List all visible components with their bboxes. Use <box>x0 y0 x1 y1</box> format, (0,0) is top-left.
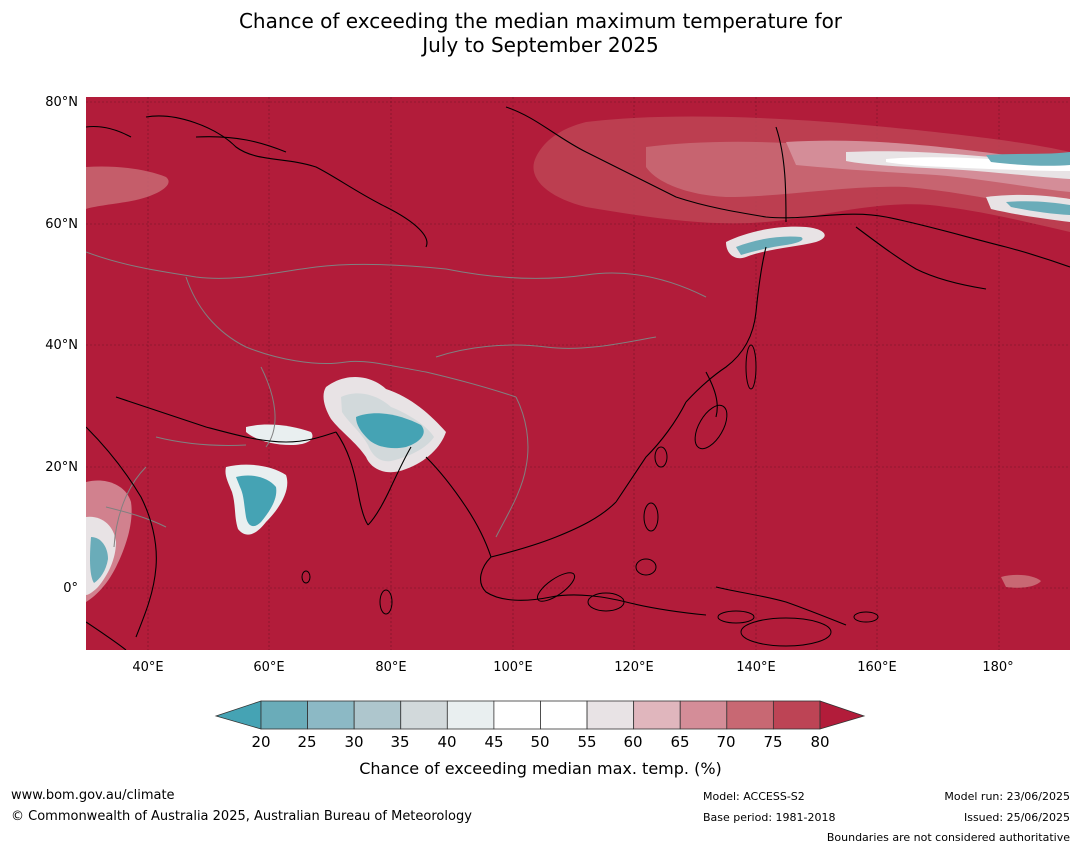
colorbar-cell <box>540 700 588 730</box>
lon-label-180: 180° <box>982 660 1014 675</box>
colorbar-tick-25: 25 <box>297 733 317 751</box>
map-title: Chance of exceeding the median maximum t… <box>0 9 1081 57</box>
colorbar-cell <box>353 700 402 730</box>
lat-label-60n: 60°N <box>45 217 78 232</box>
pacific-probability-patch <box>1001 574 1041 588</box>
coastlines <box>86 106 1070 650</box>
forecast-map <box>86 97 1070 650</box>
lon-label-140e: 140°E <box>736 660 776 675</box>
lat-label-80n: 80°N <box>45 95 78 110</box>
lon-label-60e: 60°E <box>253 660 285 675</box>
colorbar-cell <box>446 700 495 730</box>
colorbar-tick-45: 45 <box>484 733 504 751</box>
colorbar-cell <box>633 700 681 730</box>
lon-label-120e: 120°E <box>614 660 654 675</box>
lat-label-0: 0° <box>63 581 78 596</box>
arctic-probability-shading <box>86 116 1070 259</box>
colorbar-tick-65: 65 <box>670 733 690 751</box>
islands <box>301 344 879 647</box>
colorbar-cell <box>772 700 821 730</box>
colorbar-label: Chance of exceeding median max. temp. (%… <box>359 759 722 778</box>
colorbar <box>214 700 866 730</box>
colorbar-tick-70: 70 <box>716 733 736 751</box>
colorbar-cell <box>493 700 541 730</box>
title-line-1: Chance of exceeding the median maximum t… <box>238 9 843 33</box>
lon-label-80e: 80°E <box>375 660 407 675</box>
website-link[interactable]: www.bom.gov.au/climate <box>11 788 175 803</box>
issued-text: Issued: 25/06/2025 <box>963 811 1070 824</box>
colorbar-tick-80: 80 <box>810 733 830 751</box>
colorbar-tick-75: 75 <box>763 733 783 751</box>
colorbar-tick-40: 40 <box>437 733 457 751</box>
disclaimer-text: Boundaries are not considered authoritat… <box>826 831 1070 844</box>
model-run-text: Model run: 23/06/2025 <box>944 790 1070 803</box>
colorbar-cell <box>726 700 774 730</box>
colorbar-cell <box>260 700 308 730</box>
colorbar-tick-60: 60 <box>623 733 643 751</box>
colorbar-cell <box>586 700 635 730</box>
colorbar-tick-20: 20 <box>251 733 271 751</box>
colorbar-cells <box>260 700 821 730</box>
lon-label-160e: 160°E <box>857 660 897 675</box>
colorbar-tick-30: 30 <box>344 733 364 751</box>
lat-label-40n: 40°N <box>45 338 78 353</box>
colorbar-cell <box>679 700 728 730</box>
south-asia-probability-shading <box>225 377 446 535</box>
colorbar-under-arrow <box>214 700 262 730</box>
copyright-text: © Commonwealth of Australia 2025, Austra… <box>11 809 472 824</box>
country-borders <box>86 251 707 548</box>
lon-label-100e: 100°E <box>493 660 533 675</box>
colorbar-over-arrow <box>819 700 866 730</box>
colorbar-tick-50: 50 <box>530 733 550 751</box>
model-text: Model: ACCESS-S2 <box>703 790 805 803</box>
colorbar-tick-55: 55 <box>577 733 597 751</box>
colorbar-cell <box>307 700 355 730</box>
colorbar-tick-35: 35 <box>390 733 410 751</box>
lat-label-20n: 20°N <box>45 460 78 475</box>
base-period-text: Base period: 1981-2018 <box>703 811 836 824</box>
colorbar-cell <box>400 700 448 730</box>
map-canvas <box>86 97 1070 650</box>
lon-label-40e: 40°E <box>132 660 164 675</box>
title-line-2: July to September 2025 <box>422 33 659 57</box>
